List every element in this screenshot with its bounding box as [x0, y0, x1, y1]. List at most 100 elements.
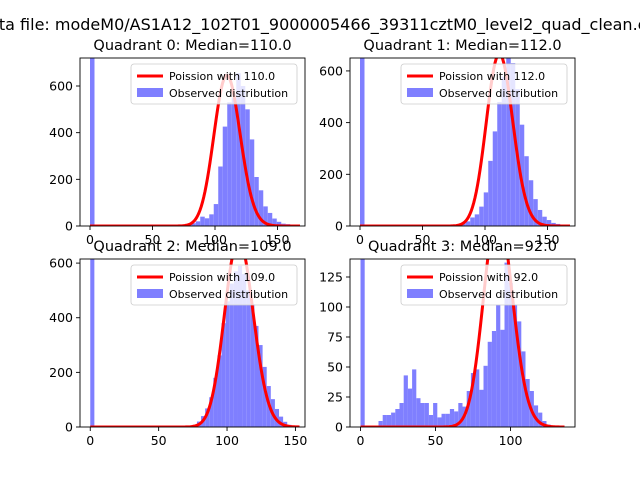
- hist-bar: [501, 76, 507, 226]
- legend-hist-swatch: [137, 289, 163, 298]
- hist-bar: [231, 97, 237, 226]
- legend-hist-label: Observed distribution: [439, 288, 558, 301]
- hist-bar: [521, 351, 526, 427]
- axes-quadrant-3: 0 50 100 0 25 50 75 100 125 Quadrant 3: Median=92…: [319, 239, 576, 448]
- axes-title: Quadrant 0: Median=110.0: [93, 38, 291, 54]
- hist-bar: [195, 221, 201, 226]
- axes-title: Quadrant 1: Median=112.0: [363, 38, 561, 54]
- x-tick-label: 100: [473, 232, 497, 247]
- x-tick-label: 50: [428, 433, 444, 448]
- y-tick-label: 100: [319, 300, 343, 315]
- hist-bar: [249, 139, 255, 226]
- hist-bar: [225, 301, 230, 427]
- legend-poisson-label: Poission with 110.0: [169, 70, 275, 83]
- hist-bar: [213, 377, 218, 427]
- hist-bar: [475, 369, 480, 427]
- hist-bar: [533, 199, 538, 226]
- x-tick-label: 100: [499, 433, 523, 448]
- hist-bar: [399, 403, 404, 427]
- hist-bar-zero: [90, 58, 95, 226]
- poisson-curve: [90, 259, 300, 427]
- hist-bar: [254, 325, 259, 427]
- axes-title: Quadrant 2: Median=109.0: [93, 239, 291, 255]
- plot-area: [90, 259, 300, 427]
- hist-bar: [528, 180, 534, 226]
- poisson-curve: [360, 259, 565, 427]
- axes-frame: [79, 258, 306, 428]
- y-tick-label: 25: [327, 390, 343, 405]
- poisson-curve: [90, 73, 300, 226]
- legend-box: [400, 63, 568, 105]
- hist-bar: [218, 166, 223, 226]
- legend-hist-swatch: [407, 289, 433, 298]
- hist-bar: [470, 373, 476, 427]
- y-tick-label: 0: [65, 420, 73, 435]
- y-tick-label: 200: [319, 167, 343, 182]
- hist-bar: [420, 403, 425, 427]
- figure-title: Data file: modeM0/AS1A12_102T01_90000054…: [0, 15, 640, 35]
- hist-bar: [524, 156, 529, 226]
- hist-bar: [449, 409, 455, 427]
- hist-bar: [412, 369, 417, 427]
- plot-area: [90, 58, 304, 226]
- legend: Poission with 110.0 Observed distribution: [130, 63, 298, 105]
- x-tick-label: 0: [356, 232, 364, 247]
- hist-bar: [470, 217, 475, 226]
- hist-bar: [537, 209, 543, 226]
- y-tick-label: 600: [49, 79, 73, 94]
- hist-bar: [378, 421, 383, 427]
- x-tick-label: 150: [283, 433, 307, 448]
- hist-bar: [395, 409, 400, 427]
- hist-bar: [204, 218, 210, 226]
- y-tick-label: 200: [49, 172, 73, 187]
- hist-bar: [512, 304, 518, 427]
- axes-frame: [349, 258, 576, 428]
- hist-bar: [229, 283, 234, 427]
- x-tick-label: 0: [86, 433, 94, 448]
- hist-bar: [546, 220, 552, 226]
- hist-bar: [237, 265, 243, 427]
- hist-bar: [479, 389, 484, 427]
- y-tick-label: 600: [319, 63, 343, 78]
- hist-bar: [508, 283, 513, 427]
- y-tick-label: 125: [319, 270, 343, 285]
- y-tick-label: 400: [49, 125, 73, 140]
- x-tick-label: 0: [86, 232, 94, 247]
- hist-bar: [506, 58, 511, 226]
- hist-bar: [496, 304, 501, 427]
- hist-bar: [542, 216, 547, 226]
- legend-poisson-label: Poission with 109.0: [169, 271, 275, 284]
- axes-quadrant-1: 0 50 100 150 0 200 400 600 Quadrant 1: Median=11…: [319, 38, 576, 247]
- hist-bar: [382, 415, 387, 427]
- axes-frame: [79, 57, 306, 227]
- hist-bar: [466, 391, 471, 427]
- hist-bar: [200, 216, 205, 226]
- hist-bar: [221, 323, 226, 427]
- hist-bar: [242, 274, 247, 427]
- x-tick-label: 50: [151, 433, 167, 448]
- hist-bar: [213, 204, 219, 226]
- y-tick-label: 600: [49, 256, 73, 271]
- hist-bar: [222, 126, 228, 226]
- y-tick-label: 75: [327, 330, 343, 345]
- hist-bar: [497, 101, 502, 226]
- hist-bar: [279, 416, 284, 427]
- hist-bar: [217, 355, 222, 427]
- plot-area: [360, 58, 574, 226]
- legend-hist-swatch: [407, 88, 433, 97]
- hist-bar: [487, 341, 492, 427]
- hist-bar: [236, 73, 241, 226]
- hist-bar: [510, 63, 516, 226]
- legend-box: [130, 63, 298, 105]
- y-tick-label: 400: [49, 310, 73, 325]
- legend: Poission with 112.0 Observed distribution: [400, 63, 568, 105]
- hist-bar: [517, 321, 522, 427]
- hist-bar: [479, 206, 484, 226]
- y-tick-label: 200: [49, 365, 73, 380]
- hist-bar: [267, 212, 273, 226]
- hist-bar: [441, 413, 446, 427]
- x-tick-label: 150: [266, 232, 290, 247]
- axes-quadrant-0: 0 50 100 150 0 200 400 600 Quadrant 0: Median=11…: [49, 38, 306, 247]
- legend: Poission with 92.0 Observed distribution: [400, 264, 568, 306]
- hist-bar: [262, 366, 267, 427]
